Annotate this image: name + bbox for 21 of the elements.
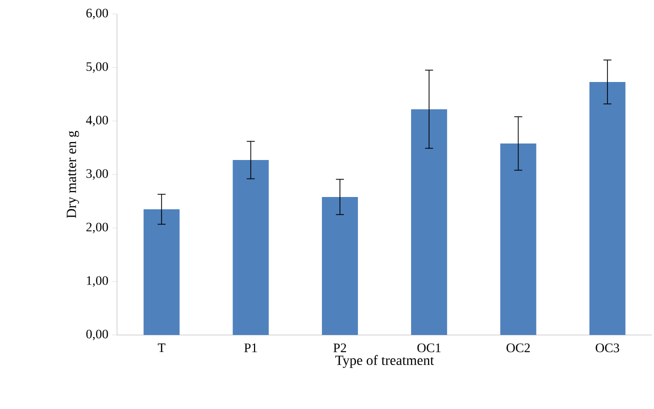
y-tick-label: 3,00: [86, 169, 108, 180]
x-axis-title: Type of treatment: [335, 355, 434, 368]
y-tick-label: 0,00: [86, 330, 108, 340]
x-tick-label: OC1: [417, 344, 441, 352]
x-tick-label: OC2: [506, 344, 530, 352]
y-tick-label: 4,00: [86, 116, 108, 126]
x-tick-label: OC3: [596, 344, 620, 352]
y-tick-label: 5,00: [86, 62, 108, 73]
bar: [144, 209, 180, 335]
x-tick-label: P1: [244, 344, 257, 352]
y-tick-label: 2,00: [86, 222, 108, 234]
bar: [322, 196, 358, 335]
y-axis-title: Dry matter en g: [66, 130, 79, 218]
x-tick-label: P2: [333, 344, 346, 352]
bar: [411, 109, 448, 335]
bar: [500, 143, 536, 335]
bar: [232, 160, 269, 335]
x-tick-label: T: [158, 344, 166, 352]
y-tick-label: 6,00: [86, 8, 108, 20]
y-tick-label: 1,00: [86, 276, 108, 287]
bar: [589, 82, 626, 335]
